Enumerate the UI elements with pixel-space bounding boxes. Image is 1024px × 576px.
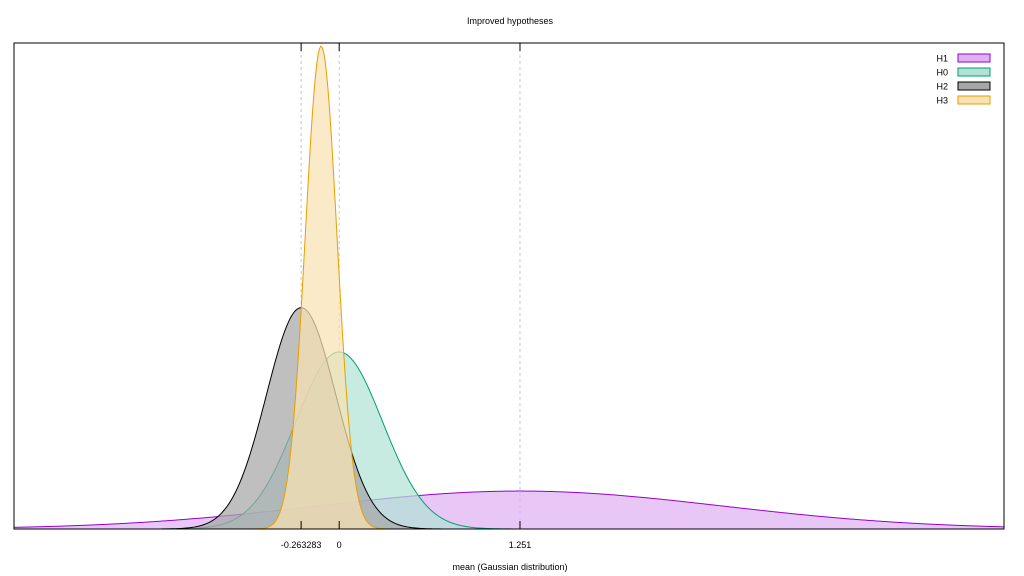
series-area-h3 xyxy=(14,46,1004,529)
legend-swatch-h3 xyxy=(957,95,991,105)
legend-swatch-h0 xyxy=(957,67,991,77)
legend-label-h1: H1 xyxy=(936,54,948,64)
x-tick-label: 0 xyxy=(337,540,342,550)
x-tick-label: 1.251 xyxy=(509,540,532,550)
series-line-h1 xyxy=(13,490,1005,528)
legend-swatch-h1 xyxy=(957,53,991,63)
series-layer xyxy=(13,45,1005,530)
legend-swatch-h2 xyxy=(957,81,991,91)
legend-label-h2: H2 xyxy=(936,82,948,92)
legend-label-h3: H3 xyxy=(936,96,948,106)
series-area-h2 xyxy=(14,307,1004,529)
x-ticks: -0.263283 0 1.251 xyxy=(281,43,531,550)
legend-label-h0: H0 xyxy=(936,68,948,78)
legend: H1 H0 H2 H3 xyxy=(936,53,991,106)
series-line-h3 xyxy=(14,45,1004,530)
x-tick-label: -0.263283 xyxy=(281,540,322,550)
chart-title: Improved hypotheses xyxy=(467,16,554,26)
plot-frame xyxy=(13,42,1005,530)
series-area-h1 xyxy=(14,491,1004,529)
x-axis-label: mean (Gaussian distribution) xyxy=(452,562,567,572)
